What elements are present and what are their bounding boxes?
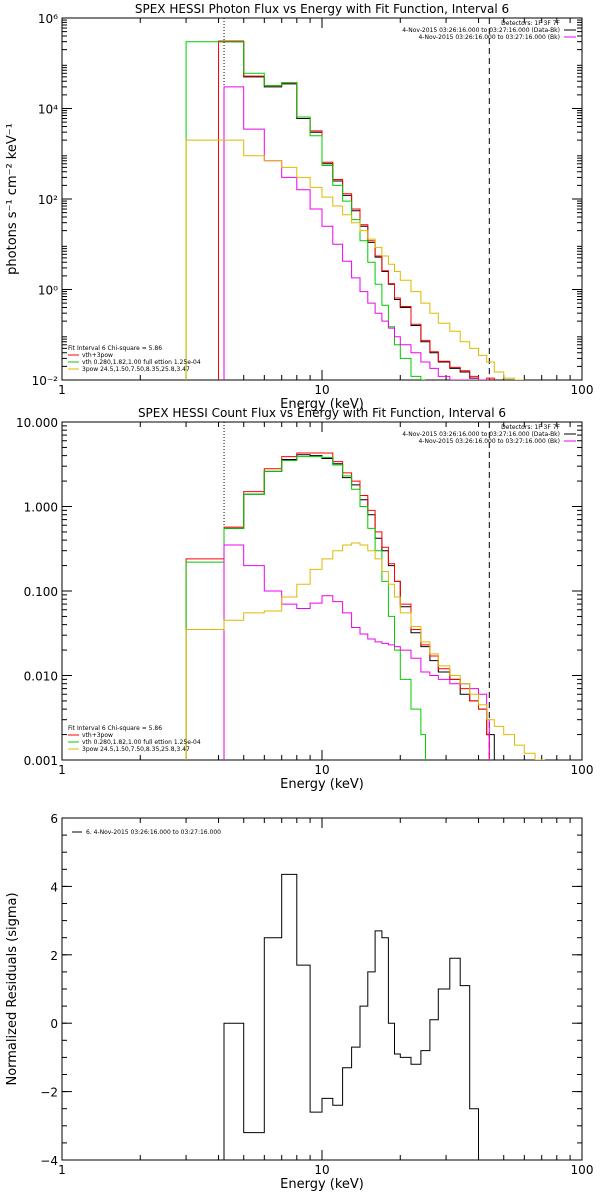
legend-left-entry: 3pow 24.5,1.50,7.50,8.35,25.8,3.47	[82, 746, 190, 753]
series-group-1	[185, 452, 545, 760]
x-axis-label-0: Energy (keV)	[280, 397, 364, 412]
series-line	[223, 873, 495, 1160]
x-tick-label: 1	[58, 763, 66, 777]
y-tick-label: 0.001	[24, 754, 58, 768]
y-tick-label: 10⁰	[38, 284, 58, 298]
y-axis-label-0: photons s⁻¹ cm⁻² keV⁻¹	[5, 123, 20, 275]
x-tick-label: 100	[571, 1163, 594, 1177]
plot-frame-0	[61, 17, 583, 381]
y-tick-label: 10⁴	[38, 103, 58, 117]
series-line	[185, 452, 490, 760]
legend-right-entry: 4-Nov-2015 03:26:16.000 to 03:27:16.000 …	[418, 34, 560, 41]
legend-left-entry: 3pow 24.5,1.50,7.50,8.35,25.8,3.47	[82, 366, 190, 373]
y-tick-label: 10⁶	[38, 12, 58, 26]
series-line	[185, 41, 426, 380]
legend-left-entry: Fit Interval 6 Chi-square = 5.86	[68, 345, 162, 352]
series-line	[223, 454, 495, 760]
y-tick-label: 0.010	[24, 670, 58, 684]
legend-right-entry: Detectors: 1F 3F 7F	[501, 20, 560, 27]
series-line	[185, 542, 545, 760]
y-tick-label: 4	[50, 880, 58, 894]
y-tick-label: 10⁻²	[32, 374, 59, 388]
x-axis-label-2: Energy (keV)	[280, 1177, 364, 1192]
plot-frame-1	[61, 421, 583, 761]
x-tick-label: 10	[314, 763, 329, 777]
y-tick-label: 1.000	[24, 501, 58, 515]
x-tick-label: 10	[314, 383, 329, 397]
x-tick-label: 10	[314, 1163, 329, 1177]
y-tick-label: 6	[50, 812, 58, 826]
legend-right-entry: 4-Nov-2015 03:26:16.000 to 03:27:16.000 …	[402, 431, 560, 438]
y-tick-label: 0.100	[24, 585, 58, 599]
legend-right-entry: Detectors: 1F 3F 7F	[501, 424, 560, 431]
x-tick-label: 100	[571, 763, 594, 777]
y-axis-label-2: Normalized Residuals (sigma)	[5, 892, 20, 1085]
y-tick-label: 0	[50, 1017, 58, 1031]
legend-right-entry: 4-Nov-2015 03:26:16.000 to 03:27:16.000 …	[402, 27, 560, 34]
series-line	[223, 86, 490, 380]
y-tick-label: −2	[40, 1086, 58, 1100]
legend-right-entry: 4-Nov-2015 03:26:16.000 to 03:27:16.000 …	[418, 438, 560, 445]
y-tick-label: 10²	[38, 193, 58, 207]
series-line	[185, 456, 426, 760]
x-axis-label-1: Energy (keV)	[280, 777, 364, 792]
legend-top-entry: 6. 4-Nov-2015 03:26:16.000 to 03:27:16.0…	[86, 829, 221, 836]
legend-left-entry: vth 0.280,1.82,1.00 full ettion 1.25e-04	[82, 359, 201, 366]
x-tick-label: 1	[58, 1163, 66, 1177]
y-tick-label: −4	[40, 1154, 58, 1168]
x-tick-label: 100	[571, 383, 594, 397]
y-tick-label: 2	[50, 949, 58, 963]
legend-left-entry: Fit Interval 6 Chi-square = 5.86	[68, 725, 162, 732]
chart-title-1: SPEX HESSI Count Flux vs Energy with Fit…	[138, 406, 506, 420]
legend-left-entry: vth+3pow	[82, 732, 113, 739]
chart-title-0: SPEX HESSI Photon Flux vs Energy with Fi…	[135, 2, 509, 16]
series-line	[185, 139, 525, 380]
series-group-0	[185, 40, 525, 380]
series-line	[223, 544, 490, 760]
series-group-2	[223, 873, 495, 1160]
legend-left-entry: vth+3pow	[82, 352, 113, 359]
x-tick-label: 1	[58, 383, 66, 397]
y-tick-label: 10.000	[16, 416, 58, 430]
legend-left-entry: vth 0.280,1.82,1.00 full ettion 1.25e-04	[82, 739, 201, 746]
series-line	[218, 41, 495, 380]
